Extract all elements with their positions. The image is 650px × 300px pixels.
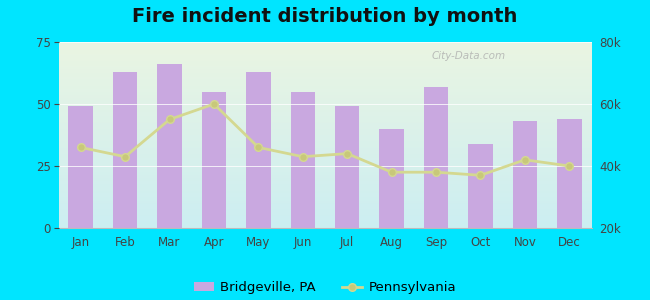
Bar [113,72,137,228]
Text: City-Data.com: City-Data.com [432,51,506,61]
Bar [68,106,93,228]
Bar [157,64,182,228]
Bar [291,92,315,228]
Bar [424,87,448,228]
Bar [468,144,493,228]
Bar [380,129,404,228]
Bar [557,119,582,228]
Text: Fire incident distribution by month: Fire incident distribution by month [133,8,517,26]
Bar [513,122,537,228]
Bar [246,72,270,228]
Bar [202,92,226,228]
Legend: Bridgeville, PA, Pennsylvania: Bridgeville, PA, Pennsylvania [188,276,462,299]
Bar [335,106,359,228]
